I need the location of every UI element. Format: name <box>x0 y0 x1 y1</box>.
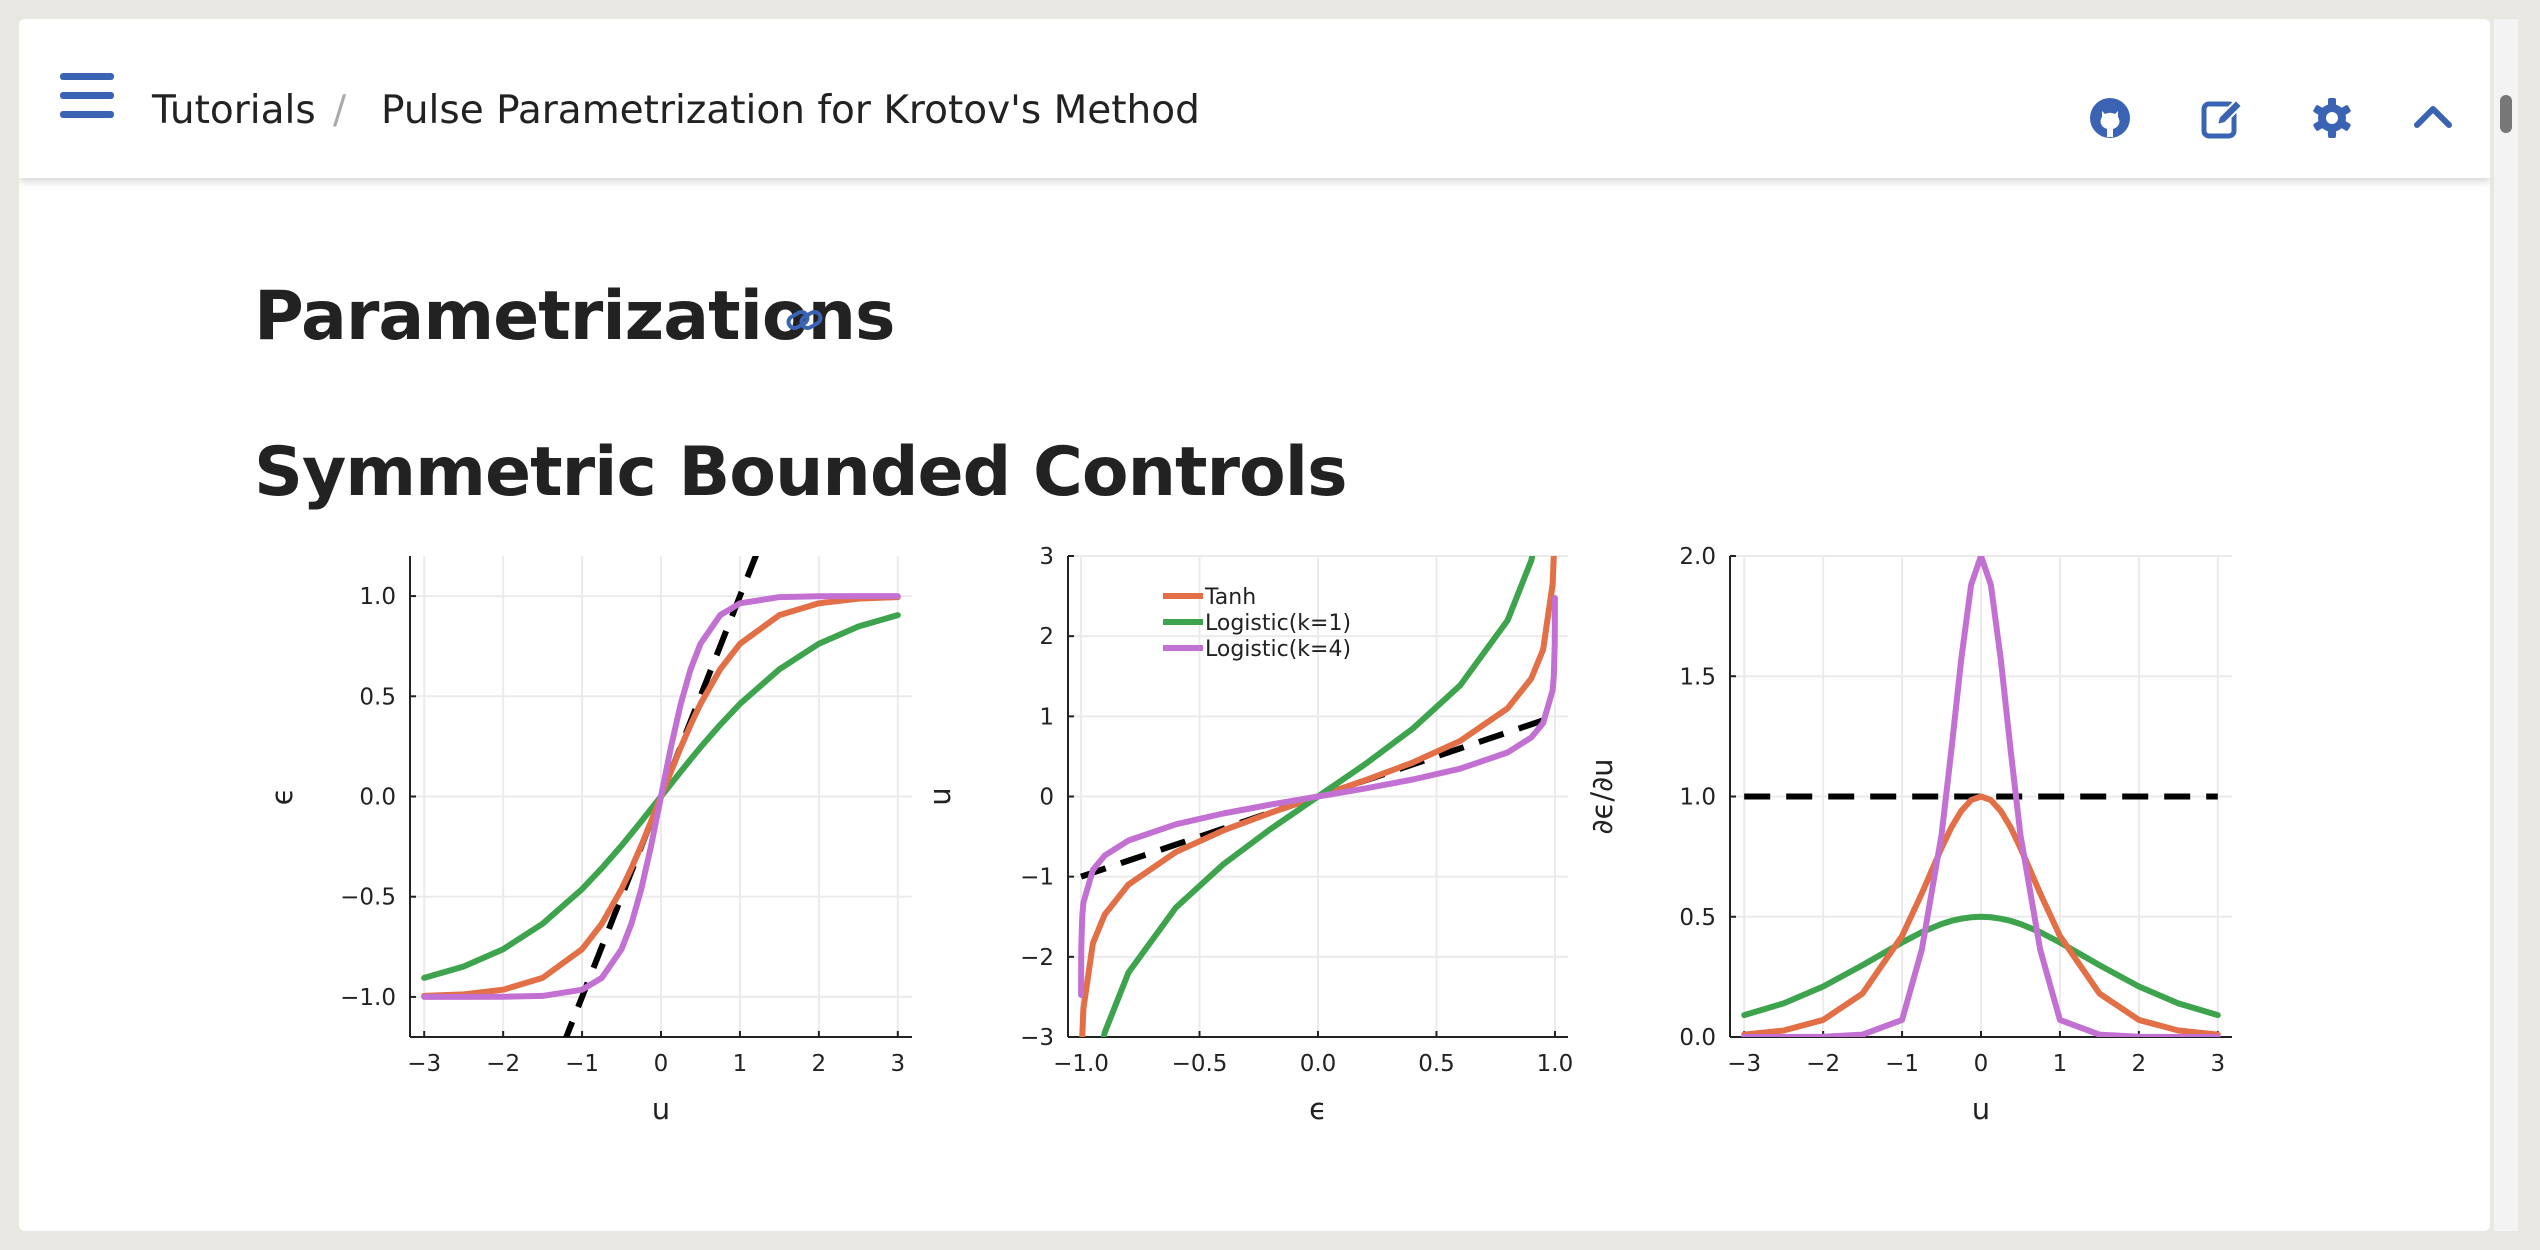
y-tick-label: −0.5 <box>340 885 396 911</box>
x-axis-label: u <box>652 1092 670 1126</box>
y-tick-label: 0.0 <box>1679 1025 1716 1051</box>
reference-line <box>1078 713 1558 880</box>
page-card: Parametrizations Symmetric Bounded Contr… <box>19 19 2490 1231</box>
plot: −1.0 −0.5 0.0 0.5 1.0−3−2−10123ϵuTanhLogisti… <box>923 544 1574 1126</box>
y-axis-label: ∂ϵ/∂u <box>1585 759 1619 835</box>
x-axis-label: u <box>1972 1092 1990 1126</box>
y-axis-label: ϵ <box>265 788 299 806</box>
series-line <box>1741 556 2221 1037</box>
y-tick-label: −1.0 <box>340 985 396 1011</box>
x-tick-label: 0 <box>654 1051 669 1077</box>
series-line <box>1741 913 2221 1019</box>
scrollbar[interactable] <box>2494 19 2518 1231</box>
plot-area <box>421 556 901 1037</box>
series-line <box>1078 595 1558 998</box>
scrollbar-thumb[interactable] <box>2500 95 2512 133</box>
x-tick-label: 0 <box>1974 1051 1989 1077</box>
x-tick-label: 1 <box>733 1051 748 1077</box>
x-tick-label: −2 <box>486 1051 520 1077</box>
top-bar: Tutorials / Pulse Parametrization for Kr… <box>19 19 2490 178</box>
breadcrumb-current: Pulse Parametrization for Krotov's Metho… <box>381 88 1200 133</box>
heading: Symmetric Bounded Controls <box>254 433 1348 512</box>
legend-label: Tanh <box>1204 585 1256 610</box>
edit-icon[interactable] <box>2201 97 2243 139</box>
breadcrumb-link[interactable]: Tutorials <box>152 88 316 133</box>
x-tick-label: 3 <box>890 1051 905 1077</box>
x-tick-label: −2 <box>1806 1051 1840 1077</box>
y-tick-label: 3 <box>1039 544 1054 570</box>
y-tick-label: −2 <box>1020 945 1054 971</box>
breadcrumb-separator: / <box>333 88 347 133</box>
x-tick-label: −1 <box>1885 1051 1919 1077</box>
y-tick-label: 2.0 <box>1679 544 1716 570</box>
x-tick-label: −1.0 <box>1053 1051 1109 1077</box>
settings-icon[interactable] <box>2311 97 2353 139</box>
plot: −3 −2 −1 0 1 2 3 −1.0 −0.5 0.0 0.5 1.0 u ϵ <box>265 556 912 1126</box>
x-tick-label: 0.0 <box>1300 1051 1337 1077</box>
x-tick-label: 2 <box>812 1051 827 1077</box>
y-tick-label: 0.5 <box>359 684 396 710</box>
x-tick-label: 1.0 <box>1537 1051 1574 1077</box>
x-tick-label: −3 <box>407 1051 441 1077</box>
y-tick-label: 1.0 <box>1679 785 1716 811</box>
y-tick-label: 1.5 <box>1679 664 1716 690</box>
legend-label: Logistic(k=4) <box>1205 637 1351 662</box>
y-tick-label: 0.0 <box>359 785 396 811</box>
y-tick-label: −3 <box>1020 1025 1054 1051</box>
plot-area <box>1741 556 2221 1037</box>
x-tick-label: 1 <box>2053 1051 2068 1077</box>
heading: Parametrizations <box>254 277 896 356</box>
collapse-icon[interactable] <box>2413 103 2453 129</box>
y-tick-label: 1 <box>1039 704 1054 730</box>
y-tick-label: 0 <box>1039 785 1054 811</box>
x-tick-label: −3 <box>1727 1051 1761 1077</box>
anchor-link[interactable] <box>785 305 825 335</box>
legend-label: Logistic(k=1) <box>1205 611 1351 636</box>
menu-button[interactable] <box>60 71 114 121</box>
series-line <box>1741 793 2221 1037</box>
y-tick-label: −1 <box>1020 865 1054 891</box>
y-tick-label: 0.5 <box>1679 905 1716 931</box>
y-axis-label: u <box>923 787 957 805</box>
series-line <box>421 593 901 1000</box>
x-tick-label: −1 <box>565 1051 599 1077</box>
charts: −3 −2 −1 0 1 2 3 −1.0 −0.5 0.0 0.5 1.0 u ϵ −1.0 −0.5 0.0… <box>265 544 2232 1126</box>
y-tick-label: 2 <box>1039 624 1054 650</box>
plot: −3 −2 −1 0 1 2 3 0.0 0.5 1.0 1.5 2.0 u ∂ϵ/∂u <box>1585 544 2232 1126</box>
y-tick-label: 1.0 <box>359 584 396 610</box>
x-tick-label: 2 <box>2132 1051 2147 1077</box>
x-tick-label: 3 <box>2210 1051 2225 1077</box>
github-icon[interactable] <box>2089 97 2131 139</box>
plot-area <box>1078 556 1558 1037</box>
x-tick-label: 0.5 <box>1418 1051 1455 1077</box>
x-tick-label: −0.5 <box>1172 1051 1228 1077</box>
x-axis-label: ϵ <box>1309 1092 1327 1126</box>
